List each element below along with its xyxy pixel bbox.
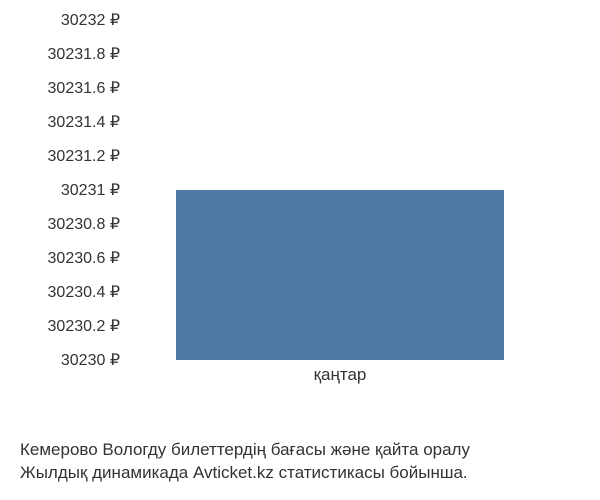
y-tick-label: 30230 ₽ bbox=[61, 350, 120, 370]
y-tick-label: 30230.2 ₽ bbox=[48, 316, 120, 336]
bar bbox=[176, 190, 504, 360]
y-tick-label: 30231.4 ₽ bbox=[48, 112, 120, 132]
y-tick-label: 30232 ₽ bbox=[61, 10, 120, 30]
x-tick-label: қаңтар bbox=[314, 365, 367, 385]
y-axis: 30232 ₽30231.8 ₽30231.6 ₽30231.4 ₽30231.… bbox=[20, 20, 120, 360]
plot-area bbox=[130, 20, 550, 360]
caption-line-2: Жылдық динамикада Avticket.kz статистика… bbox=[20, 462, 470, 485]
chart-container: 30232 ₽30231.8 ₽30231.6 ₽30231.4 ₽30231.… bbox=[20, 20, 580, 400]
y-tick-label: 30231.2 ₽ bbox=[48, 146, 120, 166]
y-tick-label: 30230.4 ₽ bbox=[48, 282, 120, 302]
caption: Кемерово Вологду билеттердің бағасы және… bbox=[20, 439, 470, 485]
y-tick-label: 30230.8 ₽ bbox=[48, 214, 120, 234]
y-tick-label: 30230.6 ₽ bbox=[48, 248, 120, 268]
y-tick-label: 30231 ₽ bbox=[61, 180, 120, 200]
y-tick-label: 30231.6 ₽ bbox=[48, 78, 120, 98]
caption-line-1: Кемерово Вологду билеттердің бағасы және… bbox=[20, 439, 470, 462]
y-tick-label: 30231.8 ₽ bbox=[48, 44, 120, 64]
